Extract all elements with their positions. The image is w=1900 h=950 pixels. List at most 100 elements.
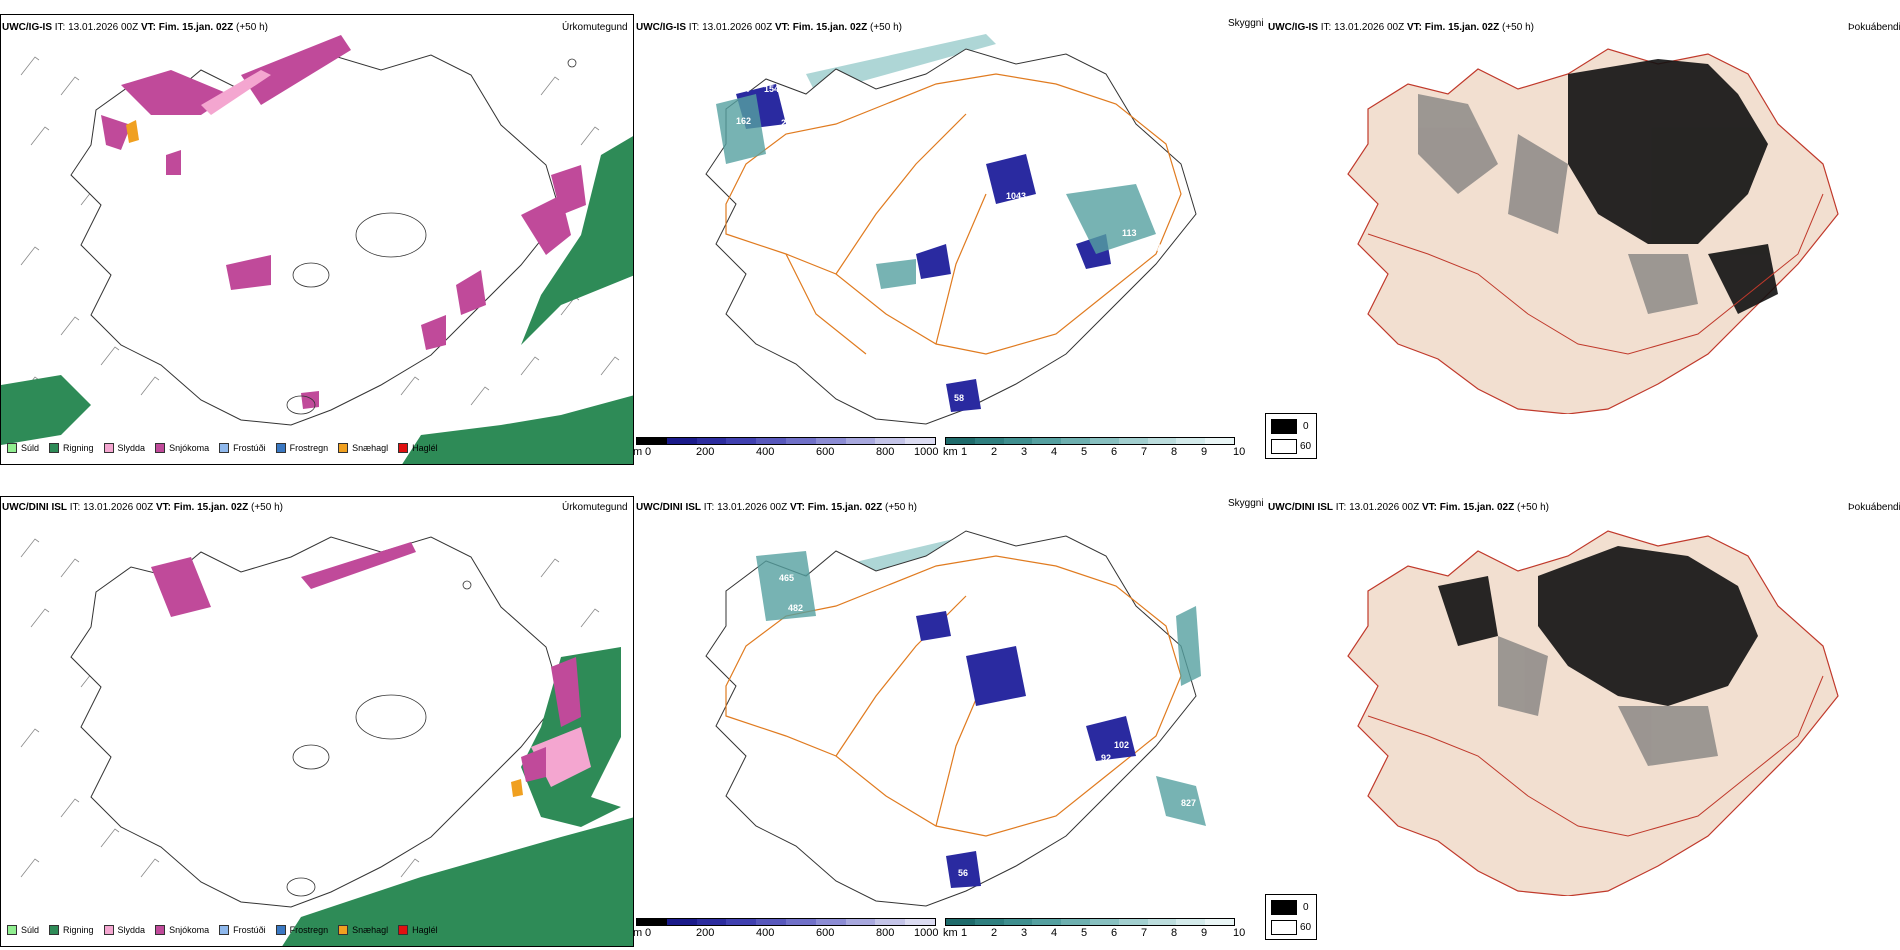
snow-area <box>101 115 131 150</box>
iceland-outline <box>70 54 562 426</box>
it-label: IT: <box>1320 22 1332 33</box>
sleet-area <box>201 70 271 115</box>
visibility-colorbar <box>945 437 1235 445</box>
it-value: 13.01.2026 00Z <box>83 502 154 513</box>
height-label: 197 <box>736 84 751 94</box>
height-colorbar-ticks: m 0 200 400 600 800 1000 <box>633 927 943 941</box>
iceland-outline <box>70 536 562 908</box>
vt-label: VT: <box>140 22 156 33</box>
it-value: 13.01.2026 00Z <box>68 22 139 33</box>
tick-label: 10 <box>1233 927 1246 939</box>
precip-legend-dini: Súld Rigning Slydda Snjókoma Frostúði Fr… <box>7 925 448 935</box>
legend-swatch <box>155 443 166 453</box>
legend-swatch <box>275 443 286 453</box>
tick-label: 6 <box>1111 446 1118 458</box>
legend-item-snjokoma: Snjókoma <box>155 443 209 453</box>
tick-label: 8 <box>1171 927 1178 939</box>
tick-label: 3 <box>1021 446 1028 458</box>
vt-value: Fim. 15.jan. 02Z <box>1439 502 1515 513</box>
legend-swatch <box>338 925 349 935</box>
snow-area <box>151 557 211 617</box>
fog-map-ig-is <box>1268 14 1900 414</box>
visibility-colorbar <box>945 918 1235 926</box>
snow-area <box>421 315 446 350</box>
road-network <box>725 73 1182 355</box>
vt-label: VT: <box>1421 502 1437 513</box>
it-label: IT: <box>688 22 700 33</box>
legend-item-haglel: Haglél <box>398 443 438 453</box>
legend-swatch <box>103 443 114 453</box>
it-value: 13.01.2026 00Z <box>1334 22 1405 33</box>
rain-area <box>282 817 633 946</box>
height-label: 58 <box>954 393 964 403</box>
vt-label: VT: <box>789 502 805 513</box>
height-label: 113 <box>1122 228 1137 238</box>
iceland-outline <box>705 48 1197 425</box>
height-label: 158 <box>806 118 821 128</box>
legend-swatch <box>398 443 409 453</box>
fog-label: 60 <box>1300 441 1312 452</box>
tick-label: 0 <box>645 927 652 939</box>
snow-area <box>226 255 271 290</box>
snow-area <box>456 270 486 315</box>
it-value: 13.01.2026 00Z <box>717 502 788 513</box>
precip-type-map-dini: Súld Rigning Slydda Snjókoma Frostúði Fr… <box>0 496 634 947</box>
fog-map-svg <box>1347 48 1839 414</box>
fog-map-dini <box>1268 496 1900 896</box>
vt-value: Fim. 15.jan. 02Z <box>1424 22 1500 33</box>
visibility-unit: km <box>943 446 958 458</box>
height-label: 297 <box>1146 243 1161 253</box>
legend-item-snaehagl: Snæhagl <box>338 925 388 935</box>
fog-label: 0 <box>1303 421 1309 432</box>
legend-item-haglel: Haglél <box>398 925 438 935</box>
it-label: IT: <box>54 22 66 33</box>
snowhail-area <box>511 779 523 797</box>
snowhail-area <box>126 120 139 143</box>
lead-time: (+50 h) <box>251 502 283 513</box>
legend-swatch <box>219 925 230 935</box>
fog-gradient-area <box>1498 636 1718 766</box>
legend-item-sudd: Súld <box>7 443 39 453</box>
tick-label: 2 <box>991 927 998 939</box>
visibility-header-dini: UWC/DINI ISL IT: 13.01.2026 00Z VT: Fim.… <box>636 502 917 514</box>
tick-label: 1 <box>961 446 968 458</box>
height-colorbar <box>636 918 936 926</box>
snow-area <box>521 747 546 782</box>
fog-swatch-dark <box>1271 900 1297 915</box>
legend-item-frostregn: Frostregn <box>275 925 328 935</box>
snow-area <box>551 165 586 215</box>
height-labels: 465 482 102 92 827 56 <box>779 573 1196 878</box>
tick-label: 5 <box>1081 927 1088 939</box>
it-value: 13.01.2026 00Z <box>702 22 773 33</box>
tick-label: 5 <box>1081 446 1088 458</box>
legend-item-frostudi: Frostúði <box>219 443 266 453</box>
legend-item-slydda: Slydda <box>103 925 145 935</box>
tick-label: 6 <box>1111 927 1118 939</box>
precip-legend-ig-is: Súld Rigning Slydda Snjókoma Frostúði Fr… <box>7 443 448 453</box>
visibility-map-svg: 197 154 162 259 158 221 1043 297 113 58 <box>705 34 1197 425</box>
vt-label: VT: <box>1406 22 1422 33</box>
legend-item-slydda: Slydda <box>103 443 145 453</box>
fog-panel-title: Þokuábendi <box>1848 502 1900 513</box>
glacier-outlines <box>286 580 472 897</box>
visibility-header-ig-is: UWC/IG-IS IT: 13.01.2026 00Z VT: Fim. 15… <box>636 22 902 34</box>
fog-area <box>1568 59 1778 314</box>
precip-map-svg <box>20 536 633 946</box>
tick-label: 3 <box>1021 927 1028 939</box>
height-labels: 197 154 162 259 158 221 1043 297 113 58 <box>736 72 1161 403</box>
fog-swatch-light <box>1271 920 1297 935</box>
snow-area <box>241 35 351 105</box>
rain-area <box>521 136 633 345</box>
fog-panel-title: Þokuábendi <box>1848 22 1900 33</box>
it-value: 13.01.2026 00Z <box>1349 502 1420 513</box>
precip-panel-title: Úrkomutegund <box>562 22 628 33</box>
fog-legend-dini: 0 60 <box>1265 894 1317 940</box>
tick-label: 1 <box>961 927 968 939</box>
tick-label: 400 <box>756 927 775 939</box>
tick-label: 0 <box>645 446 652 458</box>
height-label: 92 <box>1101 753 1111 763</box>
snow-area <box>551 657 581 727</box>
glacier-outlines <box>286 58 577 415</box>
fog-header-ig-is: UWC/IG-IS IT: 13.01.2026 00Z VT: Fim. 15… <box>1268 22 1534 34</box>
fog-header-dini: UWC/DINI ISL IT: 13.01.2026 00Z VT: Fim.… <box>1268 502 1549 514</box>
